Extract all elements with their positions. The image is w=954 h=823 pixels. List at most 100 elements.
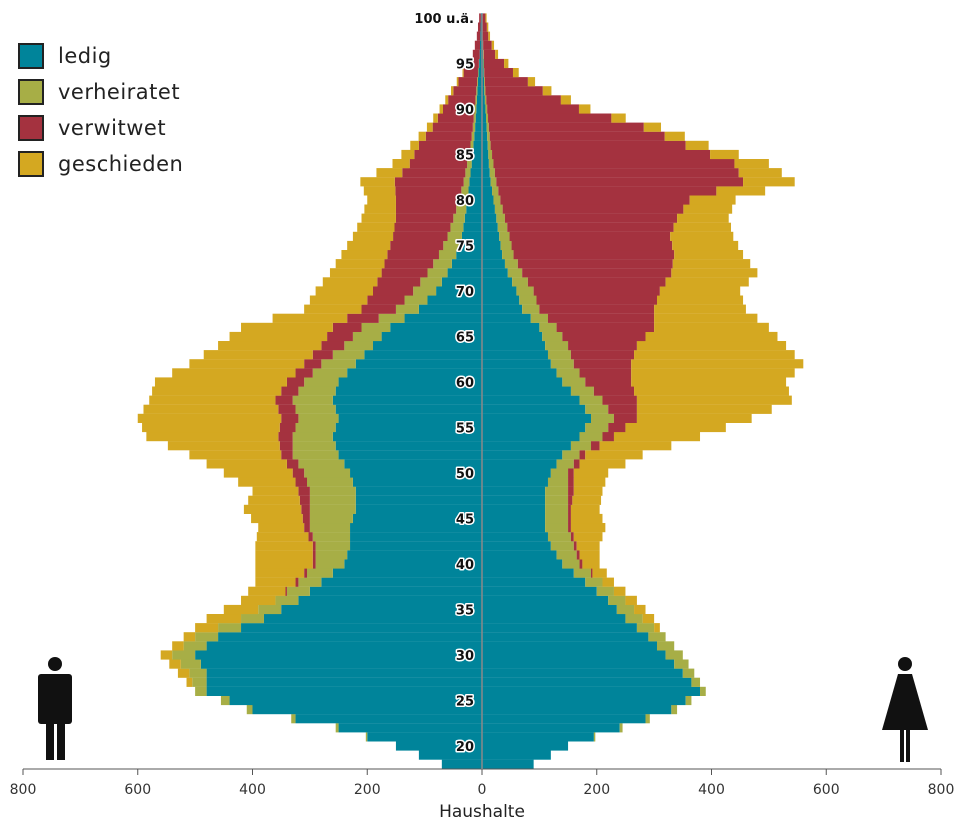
female-bar-verwitwet-65 [562,332,645,341]
female-bar-verheiratet-54 [580,432,603,441]
female-bar-ledig-77 [482,223,498,232]
male-bar-geschieden-34 [207,614,241,623]
male-bar-verwitwet-62 [304,359,321,368]
male-bar-verwitwet-68 [362,305,396,314]
female-bar-ledig-40 [482,559,562,568]
female-bar-verheiratet-23 [646,714,650,723]
female-bar-ledig-50 [482,468,551,477]
male-bar-verheiratet-22 [336,723,339,732]
age-label: 100 u.ä. [414,12,474,27]
male-bar-geschieden-89 [433,114,438,123]
female-bar-verheiratet-57 [585,405,608,414]
female-bar-geschieden-77 [674,223,731,232]
age-label: 95 [456,58,474,73]
female-bar-ledig-59 [482,387,571,396]
female-bar-verheiratet-25 [686,696,692,705]
female-bar-verheiratet-64 [545,341,568,350]
age-label: 30 [456,649,474,664]
male-bar-ledig-25 [230,696,482,705]
male-bar-verwitwet-57 [278,405,295,414]
female-bar-geschieden-55 [625,423,725,432]
male-bar-geschieden-68 [304,305,361,314]
male-bar-geschieden-29 [169,660,180,669]
female-bar-verwitwet-50 [568,468,574,477]
female-bar-verwitwet-79 [503,205,684,214]
age-label: 85 [456,149,474,164]
male-bar-ledig-47 [356,496,482,505]
female-bar-geschieden-44 [571,523,605,532]
x-tick-label: 600 [813,782,840,798]
legend-label: geschieden [58,152,183,176]
x-tick-label: 800 [10,782,37,798]
male-bar-verheiratet-42 [316,541,350,550]
female-bar-ledig-71 [482,277,512,286]
female-bar-verwitwet-78 [505,214,677,223]
male-bar-verheiratet-54 [293,432,333,441]
female-bar-ledig-65 [482,332,542,341]
female-bar-geschieden-64 [637,341,786,350]
female-bar-verheiratet-33 [637,623,654,632]
male-bar-verheiratet-38 [298,578,321,587]
female-bar-geschieden-94 [513,68,519,77]
female-bar-verwitwet-74 [514,250,675,259]
x-tick-label: 600 [124,782,151,798]
female-bar-ledig-86 [482,141,488,150]
male-bar-verheiratet-83 [465,168,470,177]
female-bar-ledig-61 [482,368,557,377]
age-label: 40 [456,558,474,573]
male-bar-ledig-89 [476,114,482,123]
female-bar-ledig-18 [482,760,534,769]
male-bar-geschieden-86 [410,141,419,150]
female-bar-verwitwet-73 [518,259,673,268]
female-bar-geschieden-65 [646,332,778,341]
female-bar-verheiratet-91 [485,95,486,104]
female-bar-verwitwet-59 [594,387,634,396]
female-bar-verwitwet-70 [534,286,660,295]
legend-label: ledig [58,44,112,68]
male-bar-verwitwet-37 [285,587,286,596]
female-bar-verheiratet-40 [562,559,579,568]
female-bar-ledig-23 [482,714,646,723]
female-bar-verheiratet-27 [691,678,700,687]
x-tick-label: 400 [698,782,725,798]
female-bar-verheiratet-80 [493,195,500,204]
male-bar-geschieden-35 [224,605,258,614]
male-bar-verwitwet-92 [453,86,476,95]
female-bar-verheiratet-70 [516,286,533,295]
male-bar-verwitwet-93 [458,77,477,86]
female-bar-ledig-55 [482,423,585,432]
male-bar-geschieden-41 [255,550,312,559]
female-bar-verwitwet-49 [568,478,574,487]
male-bar-verheiratet-71 [420,277,442,286]
female-bar-ledig-83 [482,168,490,177]
male-bar-ledig-83 [471,168,482,177]
male-bar-geschieden-73 [336,259,385,268]
male-bar-verheiratet-78 [453,214,464,223]
male-bar-verheiratet-69 [405,296,428,305]
female-bar-verheiratet-39 [574,569,591,578]
female-bar-verheiratet-96 [483,50,484,59]
female-bar-verheiratet-85 [488,150,492,159]
male-bar-geschieden-81 [364,186,396,195]
female-bar-verwitwet-68 [539,305,654,314]
female-bar-verheiratet-35 [617,605,634,614]
male-bar-ledig-23 [296,714,482,723]
female-bar-ledig-28 [482,669,683,678]
female-bar-verheiratet-68 [522,305,539,314]
male-bar-geschieden-38 [255,578,295,587]
male-bar-geschieden-58 [149,396,275,405]
female-bar-verwitwet-96 [484,50,495,59]
female-bar-verwitwet-39 [591,569,592,578]
male-bar-verheiratet-30 [172,650,195,659]
female-bar-ledig-51 [482,459,557,468]
female-bar-ledig-41 [482,550,557,559]
female-bar-geschieden-84 [734,159,768,168]
male-bar-geschieden-87 [419,132,426,141]
female-bar-verwitwet-61 [580,368,632,377]
male-bar-ledig-29 [201,660,482,669]
female-bar-verheiratet-66 [539,323,556,332]
female-bar-verwitwet-92 [485,86,542,95]
legend-item-geschieden: geschieden [18,146,183,182]
female-bar-ledig-24 [482,705,671,714]
female-bar-verheiratet-69 [519,296,536,305]
